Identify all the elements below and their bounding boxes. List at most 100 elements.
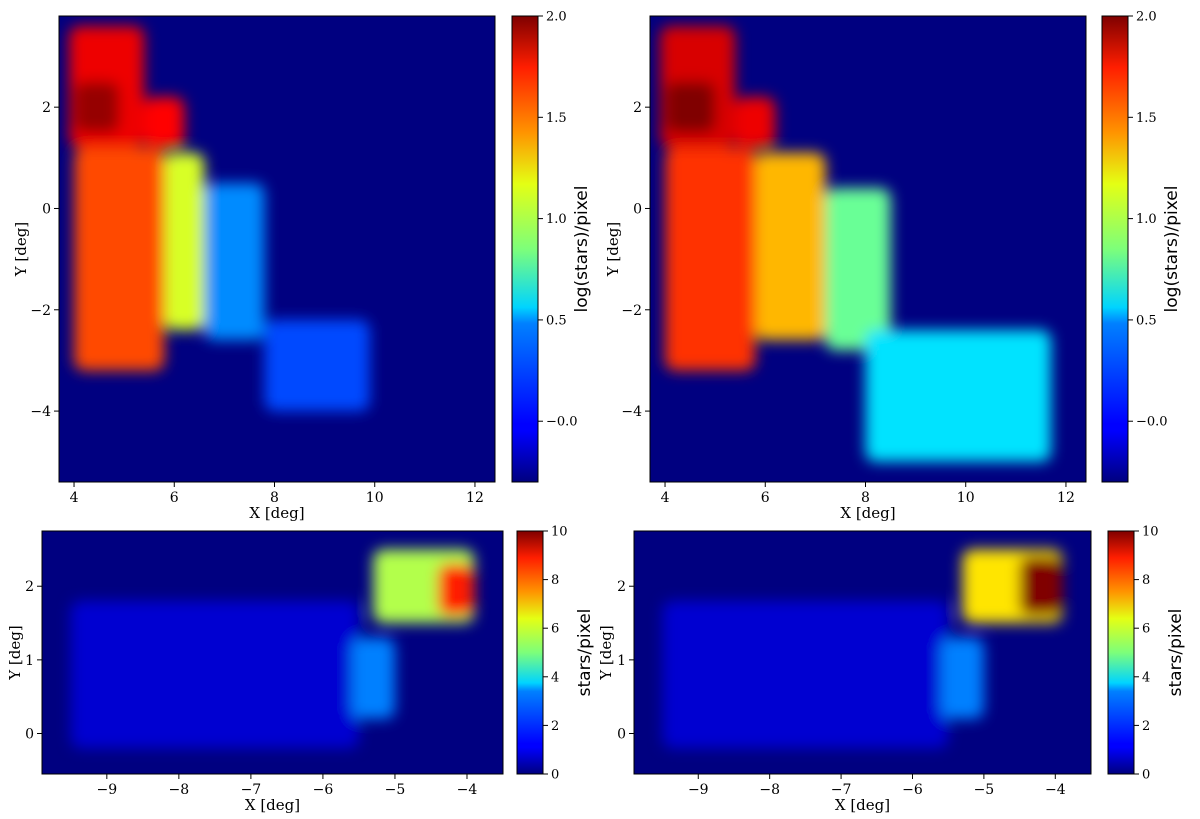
y-tick-label: 0: [633, 201, 642, 217]
density-region-stream: [865, 330, 1051, 462]
density-region-middle-band: [755, 152, 826, 341]
density-region-peak: [665, 81, 716, 133]
colorbar-tick-label: 10: [1142, 525, 1159, 540]
heatmap-image: [59, 16, 495, 482]
density-region-upper-shoulder: [144, 97, 185, 148]
colorbar-tick-label: 0.5: [546, 313, 567, 328]
x-axis-label: X [deg]: [245, 796, 300, 814]
density-region-peak: [438, 564, 475, 616]
colorbar-tick-label: 0.5: [1136, 313, 1157, 328]
colorbar-tick-label: 2: [1142, 719, 1150, 734]
density-region-right-band: [825, 188, 891, 351]
colorbar-label: stars/pixel: [1166, 609, 1186, 697]
x-tick-label: −8: [169, 782, 190, 798]
colorbar-tick-label: 6: [551, 622, 559, 637]
x-tick-label: 6: [761, 490, 770, 506]
y-tick-label: 2: [25, 579, 34, 595]
y-axis-label: Y [deg]: [6, 625, 24, 680]
x-axis-label: X [deg]: [835, 796, 890, 814]
axes-frame: [649, 15, 1087, 483]
y-tick-label: 0: [25, 727, 34, 743]
x-tick-label: 10: [957, 490, 975, 506]
density-panel-top-right: 4 6 8 10 12 −4 −2 0 2 X [deg] Y [deg] −0.0 0.5 1.0 1.5…: [604, 10, 1182, 523]
colorbar-tick-label: −0.0: [1136, 415, 1168, 430]
colorbar-tick-label: 1.5: [546, 111, 567, 126]
colorbar-tick-label: 8: [1142, 573, 1150, 588]
density-region-lower-tail: [351, 637, 395, 719]
colorbar: [516, 530, 544, 775]
density-region-left-strip: [74, 147, 165, 371]
x-tick-label: −5: [385, 782, 406, 798]
colorbar-tick-label: 1.0: [546, 212, 567, 227]
colorbar: [1101, 15, 1129, 483]
x-tick-label: 12: [1057, 490, 1075, 506]
x-tick-label: −9: [688, 782, 709, 798]
axes-frame: [41, 530, 504, 775]
colorbar-tick-label: 8: [551, 573, 559, 588]
colorbar-tick-label: 0: [1142, 768, 1150, 783]
x-tick-label: 12: [466, 490, 484, 506]
density-region-middle-band: [164, 152, 205, 331]
colorbar-tick-label: 6: [1142, 622, 1150, 637]
colorbar: [511, 15, 539, 483]
y-axis-label: Y [deg]: [597, 625, 615, 680]
x-tick-label: −4: [1045, 782, 1066, 798]
x-tick-label: 4: [70, 490, 79, 506]
axes-frame: [633, 530, 1092, 775]
y-tick-label: 2: [633, 100, 642, 116]
y-tick-label: 2: [42, 100, 51, 116]
density-region-right-band: [204, 183, 265, 341]
colorbar-tick-label: 2: [551, 719, 559, 734]
x-tick-label: 6: [170, 490, 179, 506]
colorbar-label: stars/pixel: [575, 609, 595, 697]
colorbar-tick-label: −0.0: [546, 415, 578, 430]
y-tick-label: 0: [42, 201, 51, 217]
x-tick-label: −6: [313, 782, 334, 798]
y-tick-label: −2: [30, 303, 51, 319]
density-panel-bottom-left: −9 −8 −7 −6 −5 −4 0 1 2 X [deg] Y [deg] 0 2 4 6 8 10 star…: [6, 525, 595, 815]
x-tick-label: −4: [457, 782, 478, 798]
y-tick-label: 1: [617, 653, 626, 669]
x-tick-label: −7: [241, 782, 262, 798]
x-tick-label: −7: [831, 782, 852, 798]
density-region-diffuse-band: [662, 600, 949, 749]
colorbar: [1107, 530, 1135, 775]
axes-frame: [58, 15, 496, 483]
colorbar-tick-label: 2.0: [1136, 10, 1157, 25]
colorbar-tick-label: 4: [1142, 670, 1150, 685]
colorbar-label: log(stars)/pixel: [1162, 186, 1182, 313]
y-tick-label: 2: [617, 579, 626, 595]
x-axis-label: X [deg]: [249, 504, 304, 522]
colorbar-tick-label: 2.0: [546, 10, 567, 25]
y-tick-label: 0: [617, 727, 626, 743]
x-tick-label: 8: [861, 490, 870, 506]
x-tick-label: −9: [97, 782, 118, 798]
x-tick-label: 8: [270, 490, 279, 506]
density-region-lower-tail: [941, 637, 984, 719]
y-tick-label: −4: [30, 404, 51, 420]
density-region-upper-shoulder: [735, 97, 776, 148]
density-region-peak: [74, 81, 120, 133]
x-tick-label: 10: [366, 490, 384, 506]
y-tick-label: 1: [25, 653, 34, 669]
heatmap-image: [634, 531, 1091, 774]
y-axis-label: Y [deg]: [604, 222, 622, 277]
density-panel-top-left: 4 6 8 10 12 −4 −2 0 2 X [deg] Y [deg] −0.0 0.5 1.0 1.5…: [12, 10, 592, 523]
x-axis-label: X [deg]: [840, 504, 895, 522]
colorbar-tick-label: 1.0: [1136, 212, 1157, 227]
colorbar-tick-label: 4: [551, 670, 559, 685]
density-region-peak: [1019, 556, 1063, 616]
heatmap-image: [42, 531, 503, 774]
density-region-stream: [264, 319, 370, 412]
y-axis-label: Y [deg]: [12, 222, 30, 277]
x-tick-label: −8: [759, 782, 780, 798]
x-tick-label: 4: [661, 490, 670, 506]
density-panel-bottom-right: −9 −8 −7 −6 −5 −4 0 1 2 X [deg] Y [deg] 0 2 4 6 8 10 star…: [597, 525, 1186, 815]
density-region-left-strip: [665, 147, 756, 371]
x-tick-label: −5: [974, 782, 995, 798]
colorbar-tick-label: 1.5: [1136, 111, 1157, 126]
density-region-diffuse-band: [70, 600, 359, 749]
y-tick-label: −4: [621, 404, 642, 420]
colorbar-label: log(stars)/pixel: [572, 186, 592, 313]
